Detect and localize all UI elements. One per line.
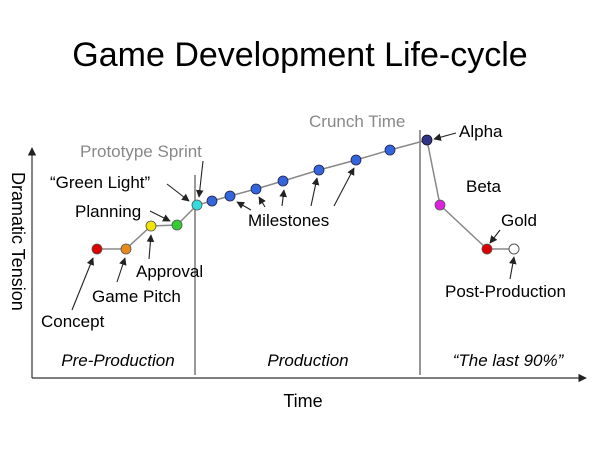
game-pitch-label: Game Pitch: [92, 287, 181, 306]
milestone-node: [224, 190, 236, 202]
milestones-label: Milestones: [248, 211, 329, 230]
milestone-node: [206, 195, 218, 207]
phase-last-90: “The last 90%”: [453, 351, 565, 370]
beta-label: Beta: [466, 177, 502, 196]
approval-node: [145, 220, 157, 232]
concept-label: Concept: [41, 312, 105, 331]
concept-arrow: [71, 257, 94, 311]
post-production-label: Post-Production: [445, 282, 566, 301]
phase-production: Production: [267, 351, 348, 370]
approval-label: Approval: [136, 262, 203, 281]
milestone-arrow: [236, 201, 252, 211]
milestone-arrow: [310, 177, 320, 207]
green-light-node: [191, 199, 203, 211]
prototype-sprint-label: Prototype Sprint: [80, 142, 202, 161]
alpha-node: [421, 134, 433, 146]
alpha-label: Alpha: [459, 122, 503, 141]
y-axis-label: Dramatic Tension: [8, 172, 28, 311]
milestone-node: [313, 164, 325, 176]
post-production-node: [508, 243, 520, 255]
gold-arrow: [489, 229, 501, 244]
milestone-node: [350, 154, 362, 166]
crunch-time-label: Crunch Time: [309, 112, 405, 131]
game-pitch-arrow: [116, 257, 127, 283]
green-light-arrow: [166, 183, 190, 202]
milestone-node: [277, 175, 289, 187]
game-pitch-node: [120, 243, 132, 255]
post-production-arrow: [508, 256, 517, 280]
green-light-label: “Green Light”: [50, 173, 150, 192]
phase-pre-production: Pre-Production: [61, 351, 174, 370]
approval-arrow: [146, 234, 155, 260]
x-axis-label: Time: [283, 391, 322, 411]
milestone-node: [250, 183, 262, 195]
planning-arrow: [149, 210, 171, 222]
gold-label: Gold: [501, 211, 537, 230]
planning-label: Planning: [75, 202, 141, 221]
alpha-arrow: [433, 132, 457, 141]
gold-node: [481, 243, 493, 255]
milestone-arrow: [279, 189, 287, 207]
milestone-node: [384, 144, 396, 156]
milestone-arrow: [333, 167, 355, 207]
tension-curve: [97, 139, 514, 250]
milestone-arrow: [258, 196, 266, 208]
diagram-title: Game Development Life-cycle: [72, 36, 527, 74]
beta-node: [434, 199, 446, 211]
concept-node: [91, 243, 103, 255]
prototype-sprint-arrow: [195, 160, 204, 198]
planning-node: [171, 219, 183, 231]
